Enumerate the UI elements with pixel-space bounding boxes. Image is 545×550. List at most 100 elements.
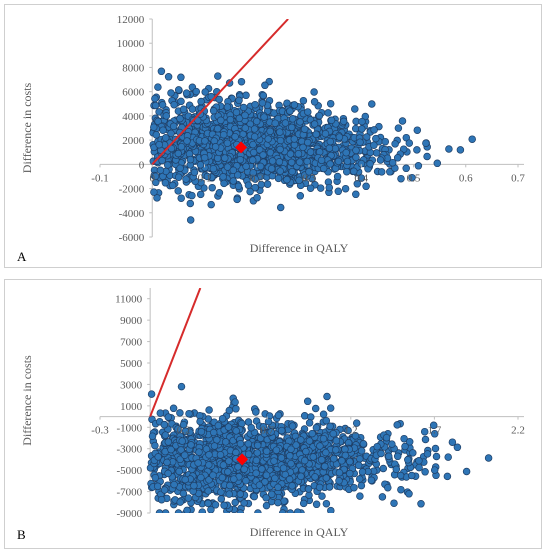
simulation-point <box>405 490 413 498</box>
simulation-point <box>350 483 358 492</box>
simulation-point <box>221 154 229 162</box>
simulation-point <box>377 449 385 458</box>
simulation-point <box>197 427 206 436</box>
simulation-point <box>174 509 183 513</box>
simulation-point <box>327 506 335 513</box>
simulation-point <box>384 452 393 461</box>
simulation-point <box>156 409 165 417</box>
simulation-point <box>192 87 201 96</box>
simulation-point <box>242 91 250 100</box>
simulation-point <box>267 164 276 173</box>
simulation-point <box>151 94 159 103</box>
simulation-point <box>186 216 195 224</box>
simulation-point <box>350 167 358 176</box>
simulation-point <box>339 117 348 126</box>
simulation-point <box>258 99 267 107</box>
simulation-point <box>330 454 338 463</box>
simulation-point <box>393 154 402 162</box>
simulation-point <box>242 162 250 171</box>
simulation-point <box>346 457 354 466</box>
simulation-point <box>352 419 361 427</box>
simulation-point <box>242 477 250 485</box>
simulation-point <box>342 167 351 176</box>
simulation-point <box>298 466 306 474</box>
panel-label-b: B <box>17 527 26 542</box>
simulation-point <box>201 137 209 145</box>
simulation-point <box>404 456 412 464</box>
y-tick-label: 2000 <box>122 135 145 147</box>
simulation-point <box>200 153 209 162</box>
simulation-point <box>176 164 184 172</box>
y-tick-label: 12000 <box>117 14 145 26</box>
simulation-point <box>356 455 364 463</box>
simulation-point <box>160 420 169 429</box>
simulation-point <box>160 486 169 494</box>
simulation-point <box>351 432 360 440</box>
simulation-point <box>309 453 318 461</box>
simulation-point <box>396 471 405 480</box>
simulation-point <box>147 390 156 398</box>
x-tick-label: 0.4 <box>354 172 368 184</box>
simulation-point <box>310 120 319 128</box>
simulation-point <box>324 109 332 117</box>
simulation-point <box>174 425 182 433</box>
simulation-point <box>295 158 304 166</box>
simulation-point <box>205 476 213 484</box>
simulation-point <box>174 173 183 181</box>
scatter-chart-b: -9000 -7000 -5000 -3000 -1000 1000 3000 5000 700… <box>20 288 525 539</box>
simulation-point <box>168 181 177 190</box>
y-tick-label: 5000 <box>120 358 143 370</box>
simulation-point <box>151 172 160 181</box>
simulation-point <box>274 498 282 507</box>
simulation-point <box>312 423 321 432</box>
simulation-point <box>155 509 164 513</box>
x-tick-label: 2.2 <box>511 425 525 437</box>
simulation-point <box>306 184 315 192</box>
simulation-point <box>234 463 242 471</box>
simulation-point <box>415 457 423 465</box>
simulation-point <box>197 473 205 482</box>
simulation-point <box>157 67 166 76</box>
simulation-point <box>326 404 335 412</box>
simulation-point <box>153 194 161 202</box>
simulation-point <box>258 465 266 473</box>
simulation-point <box>316 184 325 192</box>
simulation-point <box>219 130 228 139</box>
simulation-point <box>236 439 245 448</box>
simulation-point <box>391 140 399 148</box>
simulation-point <box>207 200 215 209</box>
simulation-point <box>178 437 186 445</box>
simulation-point <box>204 487 212 495</box>
simulation-point <box>281 119 290 127</box>
scatter-points-group <box>146 382 493 513</box>
simulation-point <box>169 404 178 413</box>
willingness-to-pay-line <box>151 19 289 166</box>
simulation-point <box>341 184 350 193</box>
simulation-point <box>159 126 167 134</box>
simulation-point <box>152 131 161 139</box>
simulation-point <box>353 180 362 188</box>
simulation-point <box>288 482 296 490</box>
simulation-point <box>312 130 320 139</box>
simulation-point <box>318 492 326 500</box>
simulation-point <box>354 461 363 470</box>
simulation-point <box>317 156 326 165</box>
y-tick-label: 9000 <box>120 315 143 327</box>
simulation-point <box>218 414 227 423</box>
simulation-point <box>430 430 439 438</box>
simulation-point <box>156 166 165 175</box>
simulation-point <box>388 158 397 167</box>
simulation-point <box>247 423 255 432</box>
simulation-point <box>264 417 273 426</box>
simulation-point <box>352 190 360 199</box>
simulation-point <box>367 476 376 485</box>
simulation-point <box>163 458 171 467</box>
simulation-point <box>312 500 321 509</box>
simulation-point <box>175 467 183 476</box>
simulation-point <box>393 452 402 461</box>
simulation-point <box>197 97 205 106</box>
simulation-point <box>429 421 438 430</box>
simulation-point <box>287 158 296 167</box>
simulation-point <box>183 137 191 145</box>
simulation-point <box>167 89 175 97</box>
